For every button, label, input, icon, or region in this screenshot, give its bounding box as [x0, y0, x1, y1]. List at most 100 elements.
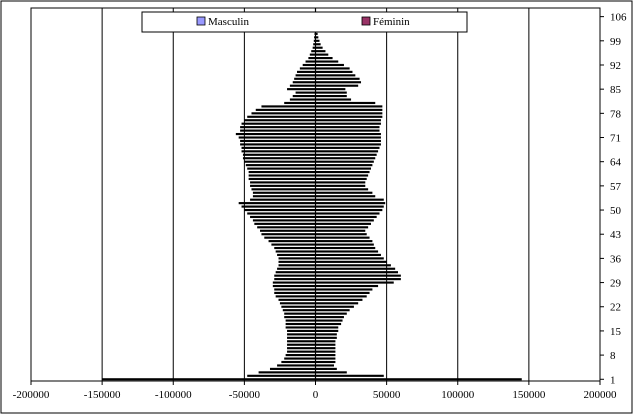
x-tick-label-7: 150000 [512, 389, 546, 401]
bar-masculin-age-85 [287, 88, 316, 91]
bar-fminin-age-99 [315, 39, 320, 42]
bar-fminin-age-71 [315, 136, 381, 139]
bar-masculin-age-27 [274, 288, 316, 291]
bar-masculin-age-59 [248, 177, 316, 181]
x-tick-label-6: 100000 [441, 389, 475, 401]
bar-fminin-age-31 [315, 274, 401, 277]
bar-masculin-age-42 [264, 236, 316, 239]
bar-fminin-age-52 [315, 202, 386, 205]
bar-fminin-age-27 [315, 288, 373, 291]
x-tick-label-1: -150000 [84, 389, 121, 401]
bar-masculin-age-87 [292, 81, 316, 84]
x-tick-label-5: 50000 [373, 389, 401, 401]
y-tick-label-4: 29 [610, 278, 622, 290]
bar-masculin-age-17 [285, 322, 316, 326]
y-tick-label-5: 36 [610, 253, 622, 265]
bar-fminin-age-22 [315, 305, 354, 308]
bar-fminin-age-79 [315, 108, 383, 111]
bar-masculin-age-43 [261, 233, 316, 236]
legend-label-masculin: Masculin [208, 16, 249, 28]
bar-fminin-age-55 [315, 191, 373, 194]
bar-masculin-age-71 [238, 136, 316, 139]
bar-masculin-age-75 [241, 122, 316, 125]
bar-masculin-age-19 [284, 316, 316, 319]
bar-masculin-age-3 [258, 371, 316, 374]
bar-fminin-age-11 [315, 343, 336, 346]
bar-masculin-age-21 [282, 309, 316, 312]
bar-masculin-age-88 [294, 77, 316, 80]
bar-fminin-age-5 [315, 364, 334, 367]
bar-fminin-age-41 [315, 240, 373, 243]
bar-masculin-age-8 [285, 354, 316, 357]
bar-masculin-age-35 [278, 260, 316, 263]
bar-fminin-age-89 [315, 74, 356, 77]
bar-masculin-age-28 [272, 284, 316, 288]
bar-fminin-age-46 [315, 222, 371, 225]
bar-masculin-age-65 [242, 157, 316, 160]
bar-fminin-age-45 [315, 226, 369, 229]
bar-masculin-age-67 [241, 150, 316, 153]
bar-fminin-age-56 [315, 188, 369, 191]
bar-masculin-age-32 [275, 271, 316, 274]
bar-masculin-age-79 [255, 108, 316, 111]
y-tick-label-9: 64 [610, 157, 622, 169]
x-tick-labels: -200000 -150000 -100000 -50000 0 50000 100000 1… [13, 389, 617, 401]
y-tick-label-7: 50 [610, 205, 622, 217]
y-tick-label-1: 8 [610, 350, 616, 362]
bar-masculin-age-25 [275, 295, 316, 298]
bar-fminin-age-77 [315, 115, 383, 118]
legend-box [141, 11, 468, 33]
bar-fminin-age-80 [315, 105, 383, 108]
bar-fminin-age-28 [315, 284, 379, 288]
bar-fminin-age-38 [315, 250, 379, 253]
bar-masculin-age-7 [284, 357, 316, 360]
bar-fminin-age-96 [315, 50, 326, 53]
bar-masculin-age-34 [278, 264, 316, 267]
bar-masculin-age-58 [250, 181, 316, 184]
y-tick-label-10: 71 [610, 133, 621, 145]
bar-fminin-age-86 [315, 84, 359, 87]
bar-masculin-age-41 [268, 240, 316, 243]
bar-fminin-age-54 [315, 195, 376, 198]
bar-fminin-age-75 [315, 122, 381, 125]
bar-masculin-age-51 [241, 205, 316, 208]
bar-fminin-age-2 [315, 374, 384, 377]
bar-masculin-age-49 [247, 212, 316, 215]
bar-fminin-age-58 [315, 181, 366, 184]
bar-fminin-age-101 [315, 32, 318, 35]
bar-fminin-age-4 [315, 367, 337, 370]
bar-fminin-age-76 [315, 119, 381, 122]
bar-fminin-age-60 [315, 174, 369, 177]
bar-fminin-age-26 [315, 291, 370, 295]
bar-fminin-age-78 [315, 112, 383, 115]
bar-masculin-age-69 [240, 143, 316, 146]
bar-fminin-age-16 [315, 326, 339, 329]
bar-fminin-age-3 [315, 371, 347, 374]
bar-masculin-age-97 [312, 46, 316, 49]
bar-fminin-age-87 [315, 81, 362, 84]
bar-masculin-age-55 [252, 191, 316, 194]
bar-fminin-age-84 [315, 91, 347, 94]
bar-masculin-age-96 [311, 50, 316, 53]
bar-fminin-age-83 [315, 94, 347, 98]
bar-masculin-age-89 [295, 74, 316, 77]
bar-fminin-age-6 [315, 360, 336, 364]
bar-fminin-age-65 [315, 157, 376, 160]
bar-fminin-age-24 [315, 298, 363, 301]
bar-masculin-age-4 [269, 367, 316, 370]
bar-masculin-age-77 [247, 115, 316, 118]
bar-fminin-age-37 [315, 253, 381, 257]
y-tick-label-8: 57 [610, 181, 622, 193]
bar-masculin-age-95 [309, 53, 316, 56]
bar-masculin-age-60 [248, 174, 316, 177]
bar-fminin-age-90 [315, 70, 353, 73]
bar-masculin-age-39 [274, 246, 316, 250]
x-tick-label-0: -200000 [13, 389, 50, 401]
bar-fminin-age-9 [315, 350, 336, 353]
bar-masculin-age-26 [274, 291, 316, 295]
bar-fminin-age-47 [315, 219, 374, 222]
bar-masculin-age-20 [284, 312, 316, 315]
bar-fminin-age-97 [315, 46, 323, 49]
